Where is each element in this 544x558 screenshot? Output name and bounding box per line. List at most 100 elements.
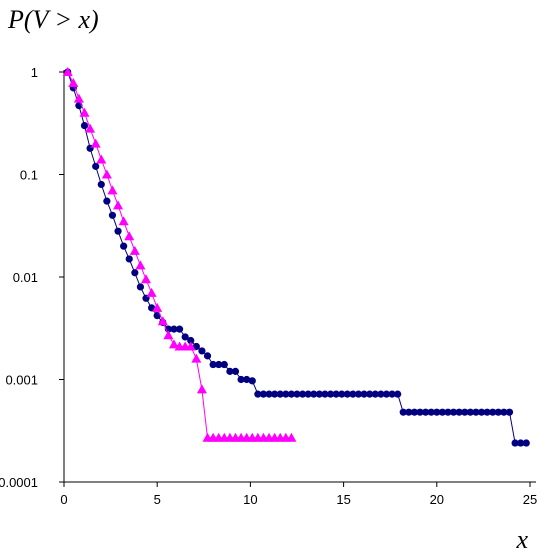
- data-point: [79, 107, 90, 117]
- data-point: [354, 390, 363, 398]
- data-point: [377, 390, 385, 398]
- data-point: [96, 154, 107, 164]
- x-axis-title: x: [515, 525, 528, 554]
- data-point: [198, 347, 206, 355]
- data-point: [97, 180, 105, 189]
- x-tick-label: 25: [523, 492, 537, 507]
- data-point: [103, 197, 111, 205]
- data-point: [517, 439, 525, 447]
- x-tick-label: 10: [243, 492, 257, 507]
- data-point: [231, 367, 240, 375]
- data-point: [220, 360, 228, 369]
- data-point: [282, 390, 290, 398]
- y-tick-label: 1: [31, 65, 38, 80]
- data-point: [472, 408, 480, 416]
- x-tick-label: 20: [430, 492, 444, 507]
- data-point: [466, 408, 474, 416]
- data-point: [136, 283, 145, 291]
- data-point: [366, 390, 374, 398]
- data-point: [522, 439, 530, 447]
- data-point: [259, 390, 268, 398]
- data-point: [209, 360, 217, 369]
- data-point: [286, 432, 297, 442]
- data-point: [152, 302, 163, 312]
- data-point: [455, 408, 463, 416]
- data-point: [399, 408, 407, 416]
- data-point: [332, 390, 340, 398]
- data-point: [90, 138, 101, 148]
- data-point: [118, 216, 129, 226]
- data-point: [108, 211, 117, 219]
- data-point: [287, 390, 296, 398]
- data-point: [315, 390, 323, 398]
- data-point: [304, 390, 312, 398]
- data-point: [321, 390, 329, 398]
- series-layer: [62, 67, 530, 447]
- series-2: [62, 67, 297, 442]
- data-point: [203, 352, 212, 360]
- y-tick-label: 0.1: [20, 168, 38, 183]
- data-point: [114, 227, 122, 235]
- data-point: [410, 408, 419, 416]
- data-point: [489, 408, 497, 416]
- y-tick-label: 0.01: [13, 270, 38, 285]
- data-point: [101, 169, 112, 179]
- data-point: [349, 390, 357, 398]
- y-axis-title: P(V > x): [7, 5, 99, 34]
- data-point: [120, 242, 128, 250]
- data-point: [360, 390, 368, 398]
- data-point: [382, 390, 391, 398]
- data-point: [135, 260, 146, 270]
- data-point: [146, 287, 157, 297]
- data-point: [343, 390, 351, 398]
- series-line: [67, 71, 527, 444]
- data-point: [338, 390, 346, 398]
- data-point: [148, 304, 156, 312]
- data-point: [226, 367, 234, 375]
- data-point: [500, 408, 508, 416]
- data-point: [185, 341, 196, 351]
- data-point: [254, 390, 262, 398]
- data-point: [62, 67, 73, 76]
- data-point: [433, 408, 441, 416]
- x-tick-label: 5: [154, 492, 161, 507]
- data-point: [68, 78, 79, 88]
- data-point: [131, 269, 139, 277]
- data-point: [129, 245, 140, 255]
- data-point: [265, 390, 273, 398]
- data-point: [175, 325, 184, 333]
- data-point: [80, 121, 89, 130]
- data-point: [293, 390, 301, 398]
- data-point: [388, 390, 396, 398]
- axes: 0 5 10 15 20 25 1 0.1 0.01 0.001 0.0001: [0, 65, 537, 507]
- data-point: [163, 330, 174, 340]
- data-point: [168, 339, 179, 349]
- data-point: [444, 408, 452, 416]
- data-point: [427, 408, 435, 416]
- data-point: [310, 390, 318, 398]
- data-point: [438, 408, 446, 416]
- data-point: [371, 390, 379, 398]
- data-point: [181, 333, 189, 341]
- data-point: [422, 408, 430, 416]
- data-point: [85, 123, 96, 133]
- data-point: [243, 375, 251, 384]
- data-point: [276, 390, 284, 398]
- data-point: [196, 384, 207, 394]
- data-point: [326, 390, 335, 398]
- x-tick-label: 15: [336, 492, 350, 507]
- data-point: [192, 342, 200, 351]
- data-point: [298, 390, 307, 398]
- data-point: [107, 185, 118, 195]
- data-point: [511, 439, 519, 447]
- data-point: [494, 408, 502, 416]
- data-point: [187, 336, 195, 345]
- data-point: [73, 93, 84, 103]
- series-line: [67, 71, 292, 439]
- y-tick-label: 0.001: [5, 373, 38, 388]
- data-point: [505, 408, 514, 416]
- data-point: [248, 377, 256, 385]
- data-point: [113, 200, 124, 210]
- series-1: [64, 68, 530, 447]
